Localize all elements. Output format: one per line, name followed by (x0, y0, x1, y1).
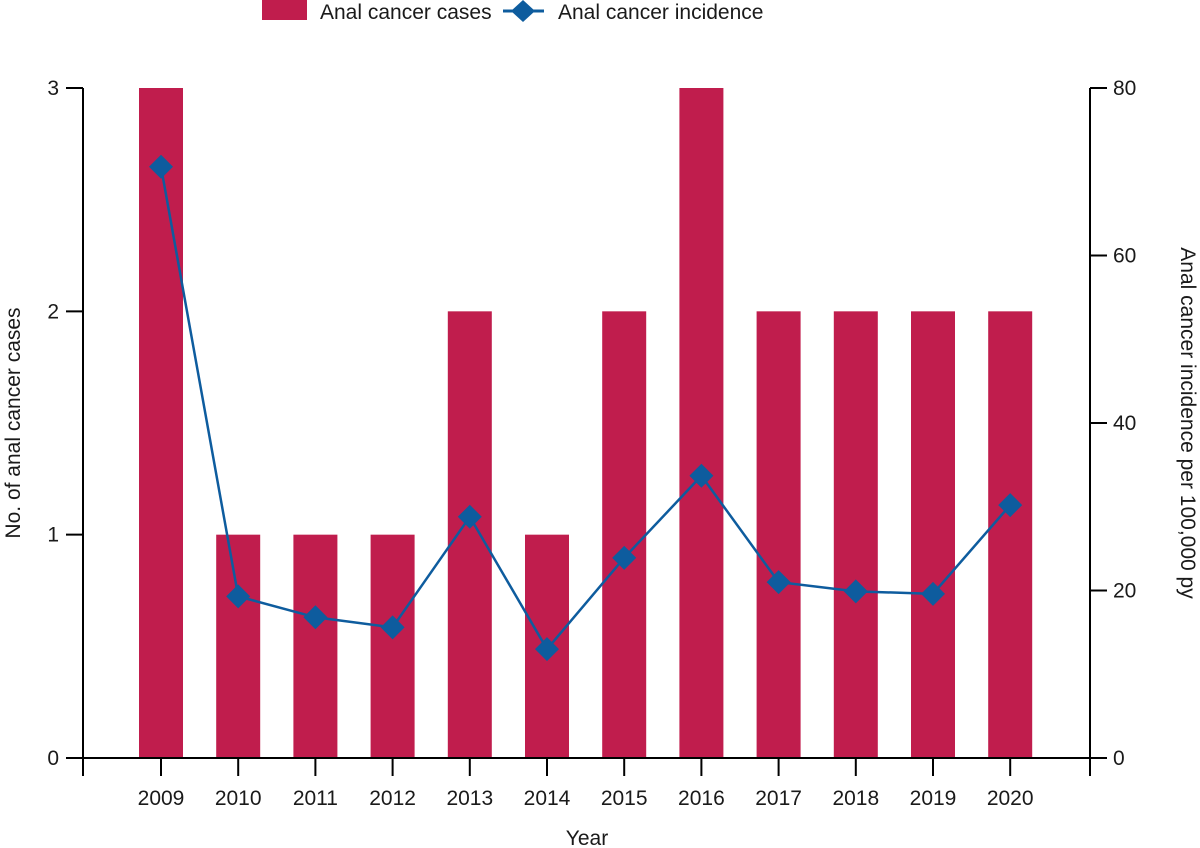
legend-label-incidence: Anal cancer incidence (558, 1, 763, 24)
x-tick-label-2020: 2020 (987, 787, 1034, 810)
x-tick-label-2011: 2011 (293, 787, 338, 810)
y-tick-label: 3 (47, 77, 59, 100)
incidence-point-2020 (998, 493, 1023, 518)
y2-axis-title: Anal cancer incidence per 100,000 py (1176, 247, 1199, 599)
x-tick-label-2019: 2019 (910, 787, 957, 810)
x-tick-label-2012: 2012 (369, 787, 416, 810)
bar-2016 (679, 88, 724, 758)
bar-2018 (833, 311, 878, 758)
y2-tick-label: 40 (1113, 412, 1136, 435)
incidence-point-2017 (766, 570, 791, 595)
incidence-point-2015 (612, 545, 637, 570)
incidence-point-2014 (535, 637, 559, 662)
x-tick-label-2013: 2013 (446, 787, 493, 810)
x-tick-label-2009: 2009 (138, 787, 185, 810)
legend-swatch-cases (262, 0, 307, 20)
x-tick-label-2016: 2016 (678, 787, 725, 810)
x-tick-label-2017: 2017 (755, 787, 802, 810)
bar-2019 (911, 311, 955, 758)
y-axis-title: No. of anal cancer cases (2, 307, 25, 538)
y2-tick-label: 20 (1113, 580, 1136, 603)
incidence-point-2009 (149, 154, 173, 179)
incidence-point-2011 (303, 605, 328, 630)
legend-label-cases: Anal cancer cases (320, 1, 492, 24)
incidence-point-2012 (380, 615, 405, 640)
bar-2011 (293, 534, 338, 758)
y-tick-label: 1 (47, 524, 59, 547)
bar-2017 (756, 311, 801, 758)
incidence-point-2016 (689, 463, 714, 488)
x-tick-label-2015: 2015 (601, 787, 648, 810)
bar-2015 (602, 311, 647, 758)
x-tick-label-2018: 2018 (832, 787, 879, 810)
bar-2013 (447, 311, 492, 758)
bar-2009 (139, 88, 183, 758)
x-tick-label-2010: 2010 (215, 787, 262, 810)
incidence-point-2018 (843, 579, 868, 604)
y-tick-label: 0 (47, 747, 59, 770)
bar-2012 (370, 534, 415, 758)
y2-tick-label: 60 (1113, 245, 1136, 268)
y2-tick-label: 0 (1113, 747, 1125, 770)
legend-marker-incidence (511, 0, 535, 22)
bar-2010 (216, 534, 261, 758)
incidence-point-2013 (457, 504, 482, 529)
bar-2020 (988, 311, 1033, 758)
incidence-point-2010 (226, 584, 251, 609)
incidence-line (159, 166, 1012, 652)
x-axis-title: Year (566, 827, 608, 848)
legend: Anal cancer cases Anal cancer incidence (262, 0, 763, 24)
incidence-point-2019 (921, 581, 945, 606)
y-tick-label: 2 (47, 300, 59, 323)
x-tick-label-2014: 2014 (524, 787, 571, 810)
y2-tick-label: 80 (1113, 77, 1136, 100)
